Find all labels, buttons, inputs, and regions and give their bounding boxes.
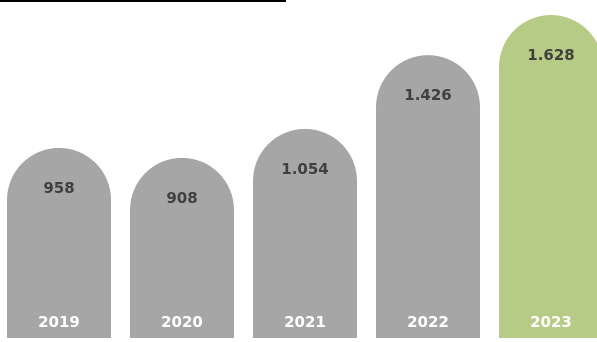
- value-label-2019: 958: [43, 179, 74, 197]
- bar-2021: [253, 128, 357, 338]
- bar-2019: [7, 147, 111, 338]
- value-label-2023: 1.628: [527, 46, 574, 64]
- value-label-2021: 1.054: [281, 160, 328, 178]
- value-label-2022: 1.426: [404, 86, 451, 104]
- category-label-2021: 2021: [284, 313, 326, 331]
- bar-2023: [499, 15, 597, 338]
- category-label-2020: 2020: [161, 313, 203, 331]
- category-label-2019: 2019: [38, 313, 80, 331]
- bar-2020: [130, 157, 234, 338]
- category-label-2022: 2022: [407, 313, 449, 331]
- bar-2022: [376, 55, 480, 339]
- category-label-2023: 2023: [530, 313, 572, 331]
- top-rule: [0, 0, 286, 2]
- value-label-2020: 908: [166, 189, 197, 207]
